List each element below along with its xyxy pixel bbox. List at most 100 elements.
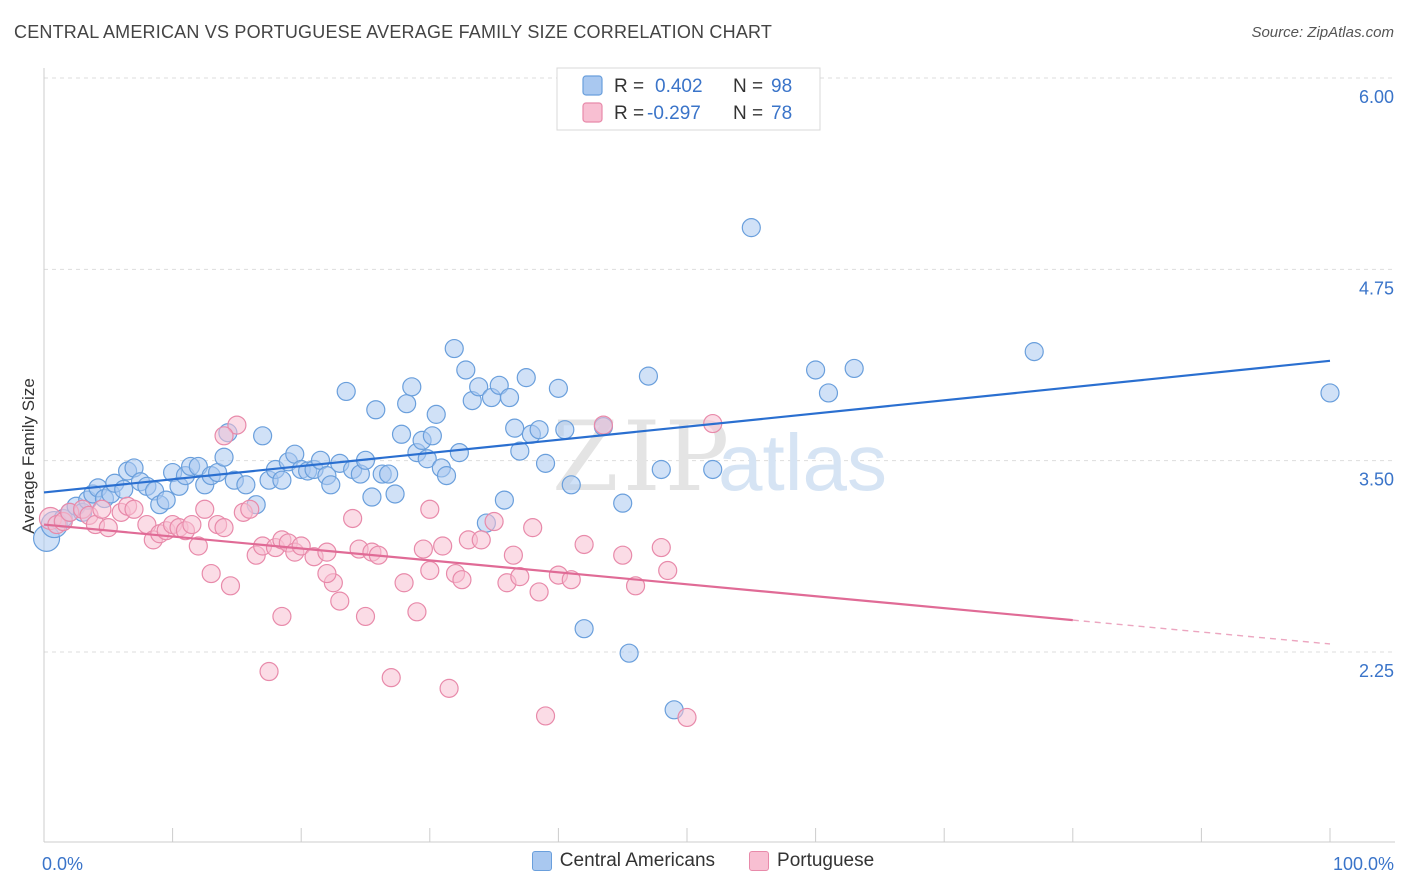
legend-n-label-2: N =: [733, 103, 763, 124]
portuguese-point-60: [510, 567, 530, 587]
central-american-point-84: [574, 619, 594, 639]
y-tick-label-1: 3.50: [1359, 470, 1394, 490]
y-axis-tick-labels: 2.25 3.50 4.75 6.00: [1359, 87, 1394, 681]
central-american-point-28: [214, 447, 234, 467]
portuguese-point-74: [272, 606, 292, 627]
y-axis-label: Average Family Size: [19, 378, 38, 534]
watermark-atlas: atlas: [718, 418, 887, 507]
central-american-point-87: [638, 366, 659, 386]
legend-n-value-1: 98: [771, 76, 792, 97]
portuguese-point-25: [220, 576, 241, 596]
portuguese-point-19: [182, 514, 202, 535]
portuguese-point-31: [259, 661, 279, 682]
central-american-point-73: [494, 490, 514, 510]
central-american-point-55: [391, 424, 412, 444]
legend-label-central-americans: Central Americans: [559, 850, 716, 871]
portuguese-point-50: [420, 560, 440, 581]
central-american-point-79: [529, 420, 549, 440]
central-american-point-66: [449, 443, 469, 463]
legend-r-value-2: -0.297: [647, 103, 701, 124]
central-american-point-53: [379, 464, 399, 484]
central-american-point-97: [619, 643, 639, 663]
portuguese-point-20: [188, 536, 208, 556]
portuguese-point-41: [343, 508, 363, 529]
central-american-point-95: [1024, 342, 1044, 362]
central-american-point-94: [844, 358, 864, 379]
x-tick-label-max: 100.0%: [1333, 854, 1394, 874]
trend-lines: [43, 359, 1331, 645]
central-american-point-50: [362, 487, 382, 507]
central-american-point-56: [397, 394, 417, 414]
portuguese-point-8: [98, 518, 118, 538]
legend-item-central-americans: Central Americans: [531, 850, 716, 872]
portuguese-point-69: [625, 576, 646, 596]
central-american-point-64: [436, 466, 457, 486]
source-label: Source: ZipAtlas.com: [1251, 24, 1394, 41]
grid-lines: [44, 77, 1395, 653]
chart-title: CENTRAL AMERICAN VS PORTUGUESE AVERAGE F…: [14, 22, 773, 42]
trend-line-0: [43, 359, 1331, 494]
portuguese-point-21: [195, 499, 215, 519]
portuguese-point-7: [92, 499, 112, 519]
central-american-point-75: [505, 418, 525, 438]
portuguese-point-22: [201, 563, 221, 584]
portuguese-point-62: [529, 582, 549, 602]
portuguese-point-63: [535, 706, 556, 726]
x-axis-ticks: [43, 828, 1331, 842]
portuguese-point-70: [651, 537, 671, 558]
trend-line-1: [43, 523, 1073, 622]
central-american-point-33: [253, 426, 273, 446]
central-american-point-72: [489, 375, 509, 395]
central-american-point-67: [456, 360, 476, 380]
portuguese-point-77: [317, 563, 337, 584]
central-american-point-88: [651, 459, 671, 480]
central-american-point-74: [499, 387, 520, 408]
portuguese-point-47: [394, 573, 414, 593]
legend-n-label-1: N =: [733, 76, 763, 97]
portuguese-point-28: [240, 499, 260, 519]
central-american-point-46: [336, 381, 356, 402]
portuguese-point-54: [452, 570, 472, 590]
y-tick-label-3: 6.00: [1359, 87, 1394, 107]
portuguese-point-65: [561, 570, 581, 590]
legend-swatch-central-americans: [582, 75, 603, 96]
central-american-point-57: [402, 377, 422, 397]
portuguese-point-75: [214, 426, 234, 446]
central-american-point-81: [548, 378, 569, 398]
central-american-point-96: [1320, 383, 1340, 403]
central-american-point-82: [555, 420, 575, 440]
y-tick-label-0: 2.25: [1359, 661, 1394, 681]
legend-n-value-2: 78: [771, 103, 792, 124]
legend-r-value-1: 0.402: [655, 76, 703, 97]
portuguese-point-11: [124, 499, 144, 519]
x-tick-label-min: 0.0%: [42, 854, 83, 874]
central-american-point-92: [805, 360, 826, 380]
portuguese-point-72: [677, 707, 697, 728]
trend-line-extension-1: [1072, 619, 1331, 645]
central-american-point-76: [510, 441, 530, 461]
portuguese-point-67: [593, 415, 614, 435]
legend-item-portuguese: Portuguese: [749, 850, 874, 872]
portuguese-point-24: [214, 518, 234, 538]
portuguese-point-66: [574, 534, 594, 555]
central-american-point-86: [613, 493, 633, 513]
watermark: ZIP atlas: [552, 401, 887, 513]
central-american-point-80: [535, 453, 556, 473]
portuguese-point-68: [613, 545, 633, 565]
central-american-point-90: [703, 459, 723, 480]
portuguese-point-26: [227, 415, 247, 435]
portuguese-point-76: [420, 499, 440, 519]
stats-legend: R = 0.402 N = 98 R = -0.297 N = 78: [556, 67, 821, 131]
portuguese-point-36: [291, 536, 311, 556]
axes: [43, 68, 1395, 843]
portuguese-point-46: [381, 668, 401, 688]
central-american-point-36: [272, 470, 292, 490]
portuguese-point-56: [471, 530, 491, 550]
portuguese-point-59: [503, 545, 523, 565]
portuguese-point-40: [330, 591, 350, 611]
portuguese-point-61: [523, 518, 543, 538]
central-american-point-93: [818, 383, 839, 403]
central-american-point-44: [321, 475, 341, 495]
central-american-point-65: [444, 338, 464, 359]
portuguese-point-48: [407, 602, 427, 622]
